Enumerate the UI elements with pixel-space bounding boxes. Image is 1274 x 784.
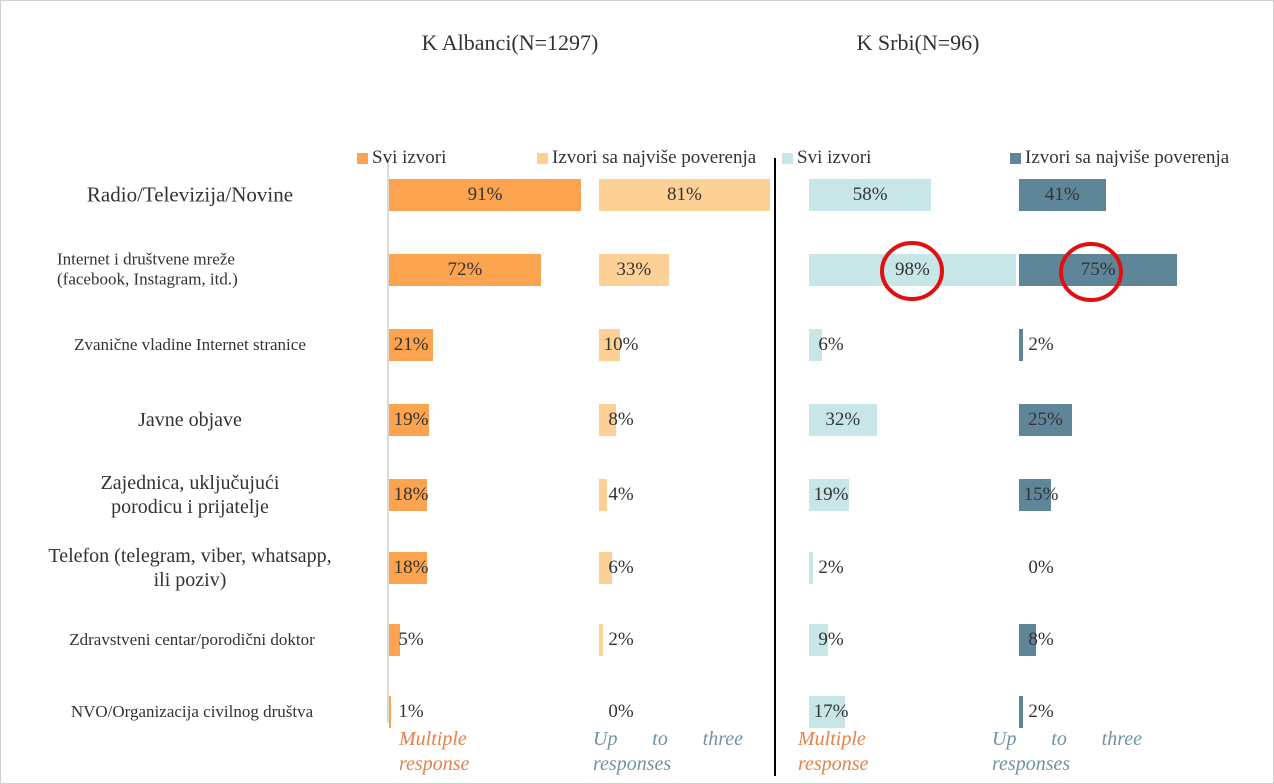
bar xyxy=(389,329,434,361)
bar xyxy=(809,254,1016,286)
category-label: NVO/Organizacija civilnog društva xyxy=(70,701,314,721)
bar xyxy=(1019,404,1072,436)
category-label: Zvanične vladine Internet stranice xyxy=(74,334,306,354)
value-label: 8% xyxy=(1028,629,1054,650)
legend-label: Svi izvori xyxy=(372,147,447,168)
note: Up to three responses xyxy=(593,728,743,775)
bar xyxy=(809,179,932,211)
bar xyxy=(1019,179,1106,211)
bar xyxy=(809,552,814,584)
bar xyxy=(389,254,541,286)
bar xyxy=(389,479,427,511)
value-label: 0% xyxy=(1028,557,1054,578)
value-label: 25% xyxy=(1027,409,1063,430)
value-label: 6% xyxy=(818,334,844,355)
bar xyxy=(599,254,669,286)
axis-line xyxy=(387,158,389,723)
legend-label: Izvori sa najviše poverenja xyxy=(1025,147,1230,168)
category-label: Telefon (telegram, viber, whatsapp, ili … xyxy=(48,545,332,591)
value-label: 18% xyxy=(393,484,429,505)
value-label: 33% xyxy=(616,259,652,280)
value-label: 75% xyxy=(1080,259,1116,280)
value-label: 1% xyxy=(398,701,424,722)
group-title: K Albanci(N=1297) xyxy=(421,30,599,55)
divider xyxy=(774,158,776,776)
bar xyxy=(599,179,770,211)
bar xyxy=(1019,329,1024,361)
bar xyxy=(1019,254,1178,286)
bar xyxy=(809,329,822,361)
legend-label: Izvori sa najviše poverenja xyxy=(552,147,757,168)
value-label: 0% xyxy=(608,701,634,722)
note: Multiple response xyxy=(798,728,869,775)
category-label: Zajednica, uključujući porodicu i prijat… xyxy=(100,472,280,518)
bar xyxy=(389,179,581,211)
value-label: 15% xyxy=(1023,484,1059,505)
value-label: 9% xyxy=(818,629,844,650)
value-label: 5% xyxy=(398,629,424,650)
category-label: Radio/Televizija/Novine xyxy=(86,182,294,207)
highlight-circle xyxy=(880,241,944,301)
group-title: K Srbi(N=96) xyxy=(856,30,980,55)
legend-item: Svi izvori xyxy=(357,147,446,169)
bar xyxy=(1019,479,1051,511)
value-label: 2% xyxy=(1028,701,1054,722)
bar xyxy=(389,404,430,436)
value-label: 2% xyxy=(1028,334,1054,355)
legend-label: Svi izvori xyxy=(797,147,872,168)
value-label: 32% xyxy=(825,409,861,430)
value-label: 41% xyxy=(1044,184,1080,205)
value-label: 8% xyxy=(608,409,634,430)
bar xyxy=(809,404,877,436)
value-label: 91% xyxy=(467,184,503,205)
value-label: 81% xyxy=(667,184,702,205)
value-label: 6% xyxy=(608,557,634,578)
bar xyxy=(599,329,621,361)
value-label: 2% xyxy=(608,629,634,650)
bar xyxy=(809,696,845,728)
legend-swatch xyxy=(357,152,368,164)
highlight-circle xyxy=(1059,242,1123,302)
value-label: 4% xyxy=(608,484,634,505)
category-label: Internet i društvene mreže (facebook, In… xyxy=(57,249,238,289)
legend-item: Svi izvori xyxy=(782,147,871,169)
bar xyxy=(1019,696,1024,728)
value-label: 58% xyxy=(852,184,888,205)
value-label: 19% xyxy=(393,409,429,430)
bar xyxy=(809,479,850,511)
legend-item: Izvori sa najviše poverenja xyxy=(1010,147,1229,169)
category-label: Zdravstveni centar/porodični doktor xyxy=(69,629,315,649)
value-label: 10% xyxy=(603,334,639,355)
legend-swatch xyxy=(537,152,548,164)
bar xyxy=(389,624,400,656)
bar xyxy=(599,479,608,511)
note: Up to three responses xyxy=(992,728,1142,775)
bar xyxy=(389,552,427,584)
value-label: 18% xyxy=(393,557,429,578)
value-label: 21% xyxy=(393,334,429,355)
value-label: 72% xyxy=(447,259,483,280)
category-label: Javne objave xyxy=(138,409,242,431)
value-label: 98% xyxy=(894,259,930,280)
bar xyxy=(389,696,392,728)
value-label: 17% xyxy=(813,701,849,722)
bar xyxy=(809,624,828,656)
note: Multiple response xyxy=(399,728,470,775)
bar xyxy=(1019,624,1036,656)
legend-swatch xyxy=(1010,152,1021,164)
value-label: 2% xyxy=(818,557,844,578)
bar xyxy=(599,552,612,584)
bar xyxy=(599,404,616,436)
value-label: 19% xyxy=(813,484,849,505)
legend-swatch xyxy=(782,152,793,164)
legend-item: Izvori sa najviše poverenja xyxy=(537,147,756,169)
bar xyxy=(599,624,604,656)
